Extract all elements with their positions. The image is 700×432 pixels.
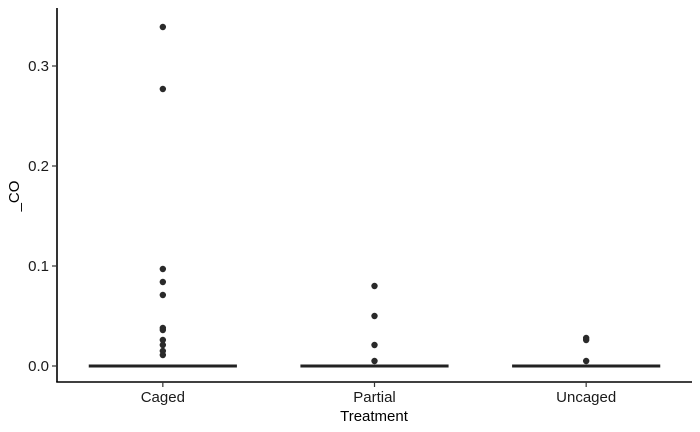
outlier-point-caged [159,291,167,299]
outlier-point-caged [159,85,167,93]
x-tick-label: Caged [141,389,185,406]
outlier-point-caged [159,341,167,349]
outlier-point-caged [159,278,167,286]
x-tick-label: Uncaged [556,389,616,406]
x-tick-label: Partial [353,389,396,406]
y-tick-label: 0.2 [28,158,49,175]
y-tick-label: 0.1 [28,258,49,275]
outlier-point-caged [159,326,167,334]
outlier-point-partial [371,312,378,320]
outlier-point-partial [371,282,378,290]
y-tick-label: 0.3 [28,58,49,75]
x-axis-title: Treatment [340,408,409,425]
outlier-point-caged [159,265,167,273]
outlier-point-uncaged [582,336,590,344]
plot-marks [88,23,661,368]
outlier-point-partial [371,357,378,365]
outlier-point-caged [159,336,167,344]
outlier-point-caged [159,23,167,31]
y-axis-title: _CO [6,181,23,213]
y-tick-label: 0.0 [28,358,49,375]
x-axis-ticks: Caged Partial Uncaged [141,382,616,406]
outlier-point-caged [159,351,167,359]
outlier-point-uncaged [582,357,590,365]
outlier-point-partial [371,341,378,349]
y-axis-ticks: 0.0 0.1 0.2 0.3 [28,58,57,375]
